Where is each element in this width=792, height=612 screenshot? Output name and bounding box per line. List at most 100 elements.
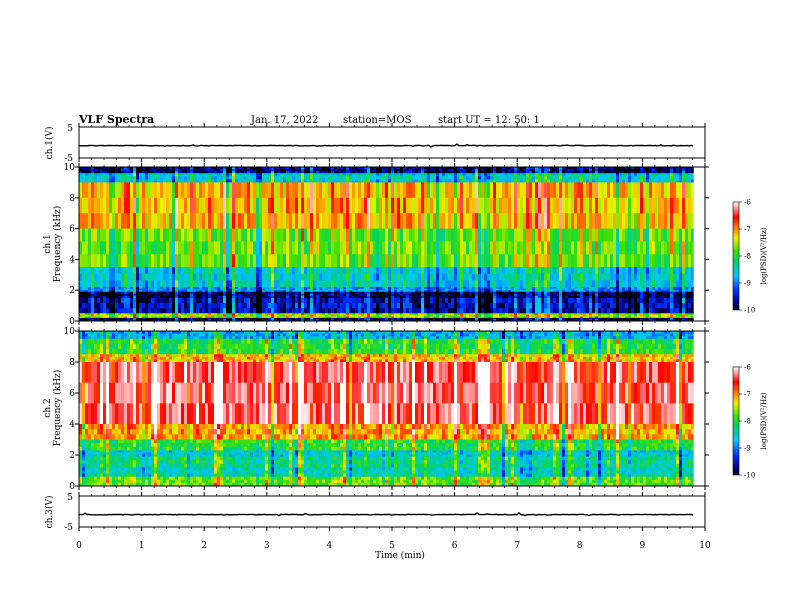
- ch1-spectrogram-cell: [139, 267, 142, 275]
- ch1-spectrogram-cell: [274, 308, 277, 314]
- ch1-spectrogram-cell: [532, 171, 535, 174]
- ch1-spectrogram-cell: [559, 303, 562, 309]
- ch1-spectrogram-cell: [124, 303, 127, 309]
- ch1-spectrogram-cell: [310, 303, 313, 309]
- ch1-spectrogram-cell: [430, 288, 433, 291]
- ch1-spectrogram-cell: [310, 254, 313, 268]
- ch1-spectrogram-cell: [367, 295, 370, 299]
- ch1-spectrogram-cell: [382, 303, 385, 309]
- ch1-spectrogram-cell: [271, 254, 274, 268]
- ch1-spectrogram-cell: [493, 241, 496, 255]
- ch1-spectrogram-cell: [457, 287, 460, 290]
- ch1-spectrogram-cell: [220, 316, 223, 319]
- ch1-spectrogram-cell: [289, 313, 292, 316]
- ch1-spectrogram-cell: [454, 287, 457, 290]
- ch1-spectrogram-cell: [250, 303, 253, 309]
- ch1-spectrogram-cell: [79, 293, 82, 297]
- ch1-spectrogram-cell: [484, 167, 487, 170]
- ch1-spectrogram-cell: [172, 291, 175, 295]
- ch1-spectrogram-cell: [292, 316, 295, 319]
- ch1-spectrogram-cell: [151, 291, 154, 295]
- ch1-spectrogram-cell: [454, 291, 457, 295]
- ch1-spectrogram-cell: [406, 273, 409, 281]
- ch1-spectrogram-cell: [250, 280, 253, 288]
- ch1-spectrogram-cell: [88, 182, 91, 199]
- ch1-spectrogram-cell: [247, 173, 250, 177]
- ch1-spectrogram-cell: [136, 291, 139, 295]
- ch1-spectrogram-cell: [160, 295, 163, 299]
- ch1-spectrogram-cell: [271, 297, 274, 304]
- ch1-spectrogram-cell: [376, 318, 379, 321]
- ch1-spectrogram-cell: [142, 179, 145, 183]
- ch1-spectrogram-cell: [187, 176, 190, 180]
- ch1-spectrogram-cell: [547, 291, 550, 295]
- ch1-spectrogram-cell: [163, 316, 166, 319]
- ch1-spectrogram-cell: [226, 318, 229, 321]
- ch1-spectrogram-cell: [115, 316, 118, 319]
- ch1-spectrogram-cell: [112, 288, 115, 291]
- ch1-spectrogram-cell: [133, 287, 136, 290]
- ch1-spectrogram-cell: [121, 303, 124, 309]
- ch1-spectrogram-cell: [130, 317, 133, 320]
- ch1-spectrogram-cell: [361, 317, 364, 320]
- ch1-spectrogram-cell: [301, 280, 304, 288]
- ch1-spectrogram-cell: [193, 267, 196, 275]
- ch1-spectrogram-cell: [421, 290, 424, 293]
- ch1-spectrogram-cell: [337, 291, 340, 295]
- ch1-spectrogram-cell: [334, 308, 337, 314]
- ch1-spectrogram-cell: [178, 213, 181, 229]
- ch1-spectrogram-cell: [523, 213, 526, 229]
- ch1-spectrogram-cell: [109, 169, 112, 172]
- ch1-spectrogram-cell: [151, 317, 154, 320]
- ch1-spectrogram-cell: [430, 308, 433, 314]
- ch1-spectrogram-cell: [94, 293, 97, 297]
- ch1-spectrogram-cell: [94, 287, 97, 290]
- ch1-spectrogram-cell: [481, 167, 484, 170]
- ch1-spectrogram-cell: [94, 254, 97, 268]
- ch1-spectrogram-cell: [391, 169, 394, 172]
- ch1-spectrogram-cell: [175, 182, 178, 199]
- ch1-spectrogram-cell: [94, 167, 97, 170]
- ch1-spectrogram-cell: [319, 280, 322, 288]
- ch1-spectrogram-cell: [148, 303, 151, 309]
- ch1-spectrogram-cell: [139, 169, 142, 172]
- ch1-spectrogram-cell: [565, 303, 568, 309]
- ch1-spectrogram-cell: [121, 241, 124, 255]
- ch1-spectrogram-cell: [262, 173, 265, 177]
- ch1-spectrogram-cell: [217, 288, 220, 291]
- ch1-spectrogram-cell: [244, 313, 247, 316]
- ch1-spectrogram-cell: [379, 293, 382, 297]
- ch1-spectrogram-cell: [412, 167, 415, 170]
- ch1-spectrogram-cell: [448, 318, 451, 321]
- ch1-spectrogram-cell: [118, 287, 121, 290]
- ch1-spectrogram-cell: [172, 213, 175, 229]
- ch1-spectrogram-cell: [160, 297, 163, 304]
- ch1-spectrogram-cell: [304, 273, 307, 281]
- ch1-spectrogram-cell: [283, 254, 286, 268]
- ch1-spectrogram-cell: [466, 288, 469, 291]
- ch1-spectrogram-cell: [154, 303, 157, 309]
- ch1-spectrogram-cell: [502, 167, 505, 170]
- ch1-spectrogram-cell: [151, 267, 154, 275]
- ch1-spectrogram-cell: [502, 280, 505, 288]
- ch1-spectrogram-cell: [334, 197, 337, 214]
- ch1-spectrogram-cell: [346, 171, 349, 174]
- ch1-spectrogram-cell: [202, 169, 205, 172]
- ch1-spectrogram-cell: [331, 308, 334, 314]
- ch1-spectrogram-cell: [163, 280, 166, 288]
- ch1-spectrogram-cell: [145, 297, 148, 304]
- ch1-spectrogram-cell: [280, 267, 283, 275]
- ch1-spectrogram-cell: [199, 241, 202, 255]
- ch1-spectrogram-cell: [346, 228, 349, 242]
- ch1-spectrogram-cell: [403, 313, 406, 316]
- ch1-spectrogram-cell: [91, 171, 94, 174]
- ch1-spectrogram-cell: [388, 176, 391, 180]
- ch1-spectrogram-cell: [511, 303, 514, 309]
- ch1-spectrogram-cell: [541, 316, 544, 319]
- ch1-spectrogram-cell: [181, 254, 184, 268]
- ch1-spectrogram-cell: [424, 318, 427, 321]
- ch1-spectrogram-cell: [349, 317, 352, 320]
- ch1-spectrogram-cell: [223, 273, 226, 281]
- ch1-spectrogram-cell: [205, 303, 208, 309]
- ch1-spectrogram-cell: [193, 317, 196, 320]
